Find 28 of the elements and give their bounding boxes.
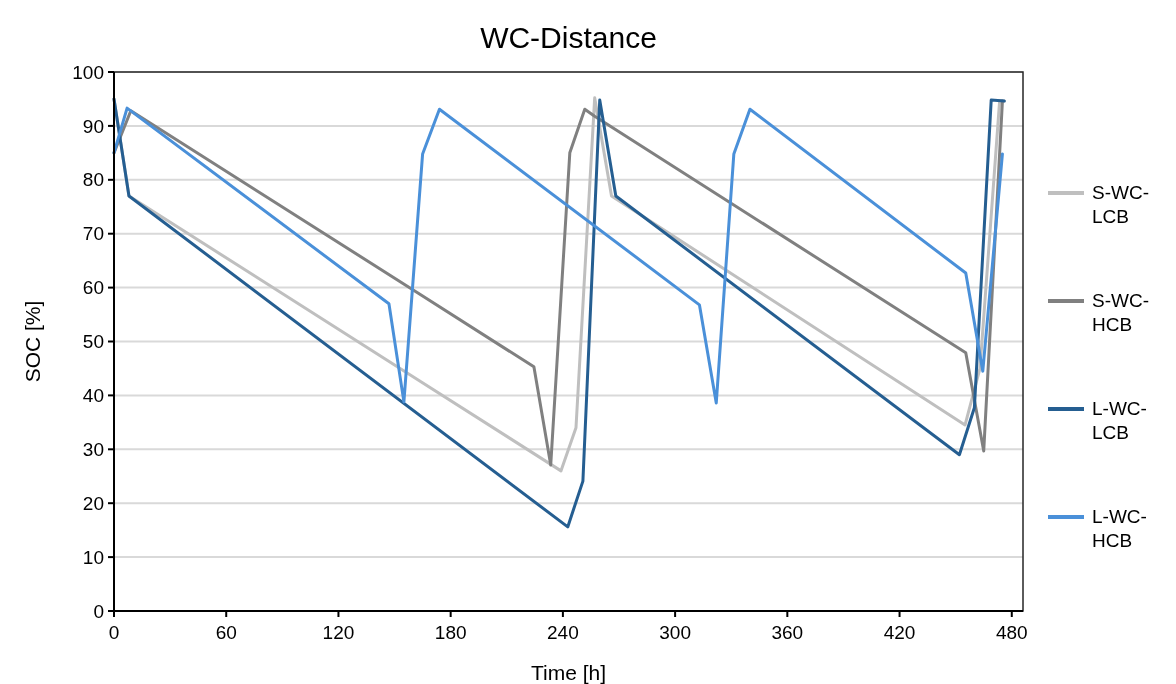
y-tick-label: 60	[82, 277, 104, 299]
x-tick-label: 60	[215, 622, 237, 643]
legend-label: S-WC-LCB	[1092, 182, 1149, 227]
y-tick-label: 90	[82, 115, 104, 137]
y-tick-label: 10	[82, 546, 104, 568]
legend-label: L-WC-LCB	[1092, 398, 1147, 443]
x-tick-label: 300	[659, 622, 691, 643]
y-tick-label: 30	[82, 438, 104, 460]
y-tick-label: 100	[72, 61, 104, 83]
y-tick-label: 0	[93, 600, 104, 622]
x-tick-label: 360	[771, 622, 804, 643]
x-tick-label: 180	[434, 622, 467, 643]
x-axis-title: Time [h]	[530, 661, 607, 684]
x-tick-label: 120	[322, 622, 355, 643]
line-series	[112, 106, 1004, 405]
x-tick-label: 0	[108, 622, 120, 643]
y-axis-title: SOC [%]	[21, 300, 44, 383]
y-tick-label: 70	[82, 223, 104, 245]
legend-label: L-WC-HCB	[1092, 506, 1147, 551]
y-tick-label: 50	[82, 331, 104, 353]
y-tick-label: 20	[82, 492, 104, 514]
y-tick-label: 40	[82, 385, 104, 407]
legend-label: S-WC-HCB	[1092, 290, 1149, 335]
x-tick-label: 240	[547, 622, 579, 643]
x-tick-label: 480	[995, 622, 1028, 643]
y-tick-label: 80	[82, 169, 104, 191]
chart-title: WC-Distance	[480, 21, 657, 54]
x-tick-label: 420	[883, 622, 916, 643]
